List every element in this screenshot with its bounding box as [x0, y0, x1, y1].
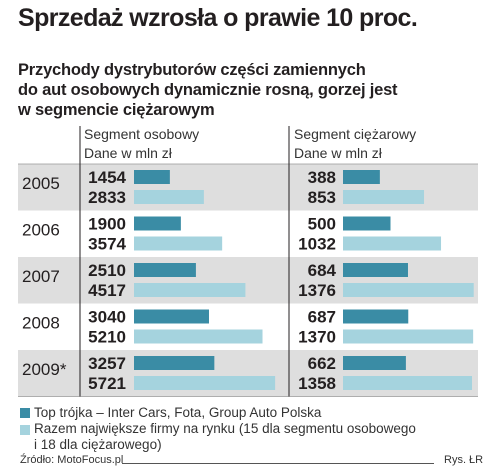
- bar: [134, 376, 276, 390]
- panel-header-line: Dane w mln zł: [84, 145, 172, 161]
- bar: [343, 216, 391, 231]
- panel-header-truck: Segment ciężarowy Dane w mln zł: [294, 125, 416, 163]
- bar: [343, 309, 409, 324]
- bar: [343, 170, 380, 184]
- data-label: 1358: [298, 374, 336, 393]
- panel-header-passenger: Segment osobowy Dane w mln zł: [84, 125, 199, 163]
- data-label: 3040: [88, 308, 126, 327]
- category-label: 2008: [22, 314, 60, 333]
- chart-subtitle: Przychody dystrybutorów części zamiennyc…: [18, 60, 484, 120]
- bar: [134, 170, 170, 184]
- data-label: 1032: [298, 235, 336, 254]
- data-label: 1900: [88, 215, 126, 234]
- bar: [134, 190, 204, 204]
- data-label: 5210: [88, 328, 126, 347]
- panel-header-line: Segment osobowy: [84, 126, 200, 142]
- data-label: 1454: [88, 168, 126, 187]
- data-label: 5721: [88, 374, 126, 393]
- data-label: 1370: [298, 328, 336, 347]
- data-label: 684: [308, 261, 337, 280]
- bar: [134, 309, 209, 324]
- bar: [343, 263, 408, 277]
- category-label: 2007: [22, 267, 60, 286]
- data-label: 500: [308, 215, 336, 234]
- bar: [134, 356, 215, 370]
- subtitle-line: do aut osobowych dynamicznie rosną, gorz…: [18, 81, 398, 99]
- data-label: 2833: [88, 188, 126, 207]
- bar: [134, 329, 263, 344]
- bar: [134, 263, 196, 277]
- data-label: 853: [308, 188, 336, 207]
- data-label: 388: [308, 168, 336, 187]
- bar: [134, 283, 246, 297]
- data-label: 687: [308, 308, 336, 327]
- subtitle-line: w segmencie ciężarowym: [18, 101, 215, 119]
- bar: [134, 236, 223, 251]
- data-label: 1376: [298, 281, 336, 300]
- category-label: 2009*: [22, 360, 67, 379]
- chart-title: Sprzedaż wzrosła o prawie 10 proc.: [18, 4, 418, 32]
- data-label: 3257: [88, 354, 126, 373]
- bar: [343, 329, 474, 344]
- bar: [343, 283, 474, 297]
- data-label: 662: [308, 354, 336, 373]
- bar: [343, 236, 442, 251]
- category-label: 2005: [22, 174, 60, 193]
- panel-header-line: Segment ciężarowy: [294, 126, 417, 142]
- bar: [134, 216, 181, 231]
- bar: [343, 190, 425, 204]
- data-label: 2510: [88, 261, 126, 280]
- panel-header-line: Dane w mln zł: [294, 145, 382, 161]
- data-label: 4517: [88, 281, 126, 300]
- subtitle-line: Przychody dystrybutorów części zamiennyc…: [18, 61, 366, 79]
- bar: [343, 356, 406, 370]
- data-label: 3574: [88, 235, 126, 254]
- category-label: 2006: [22, 221, 60, 240]
- bar: [343, 376, 473, 390]
